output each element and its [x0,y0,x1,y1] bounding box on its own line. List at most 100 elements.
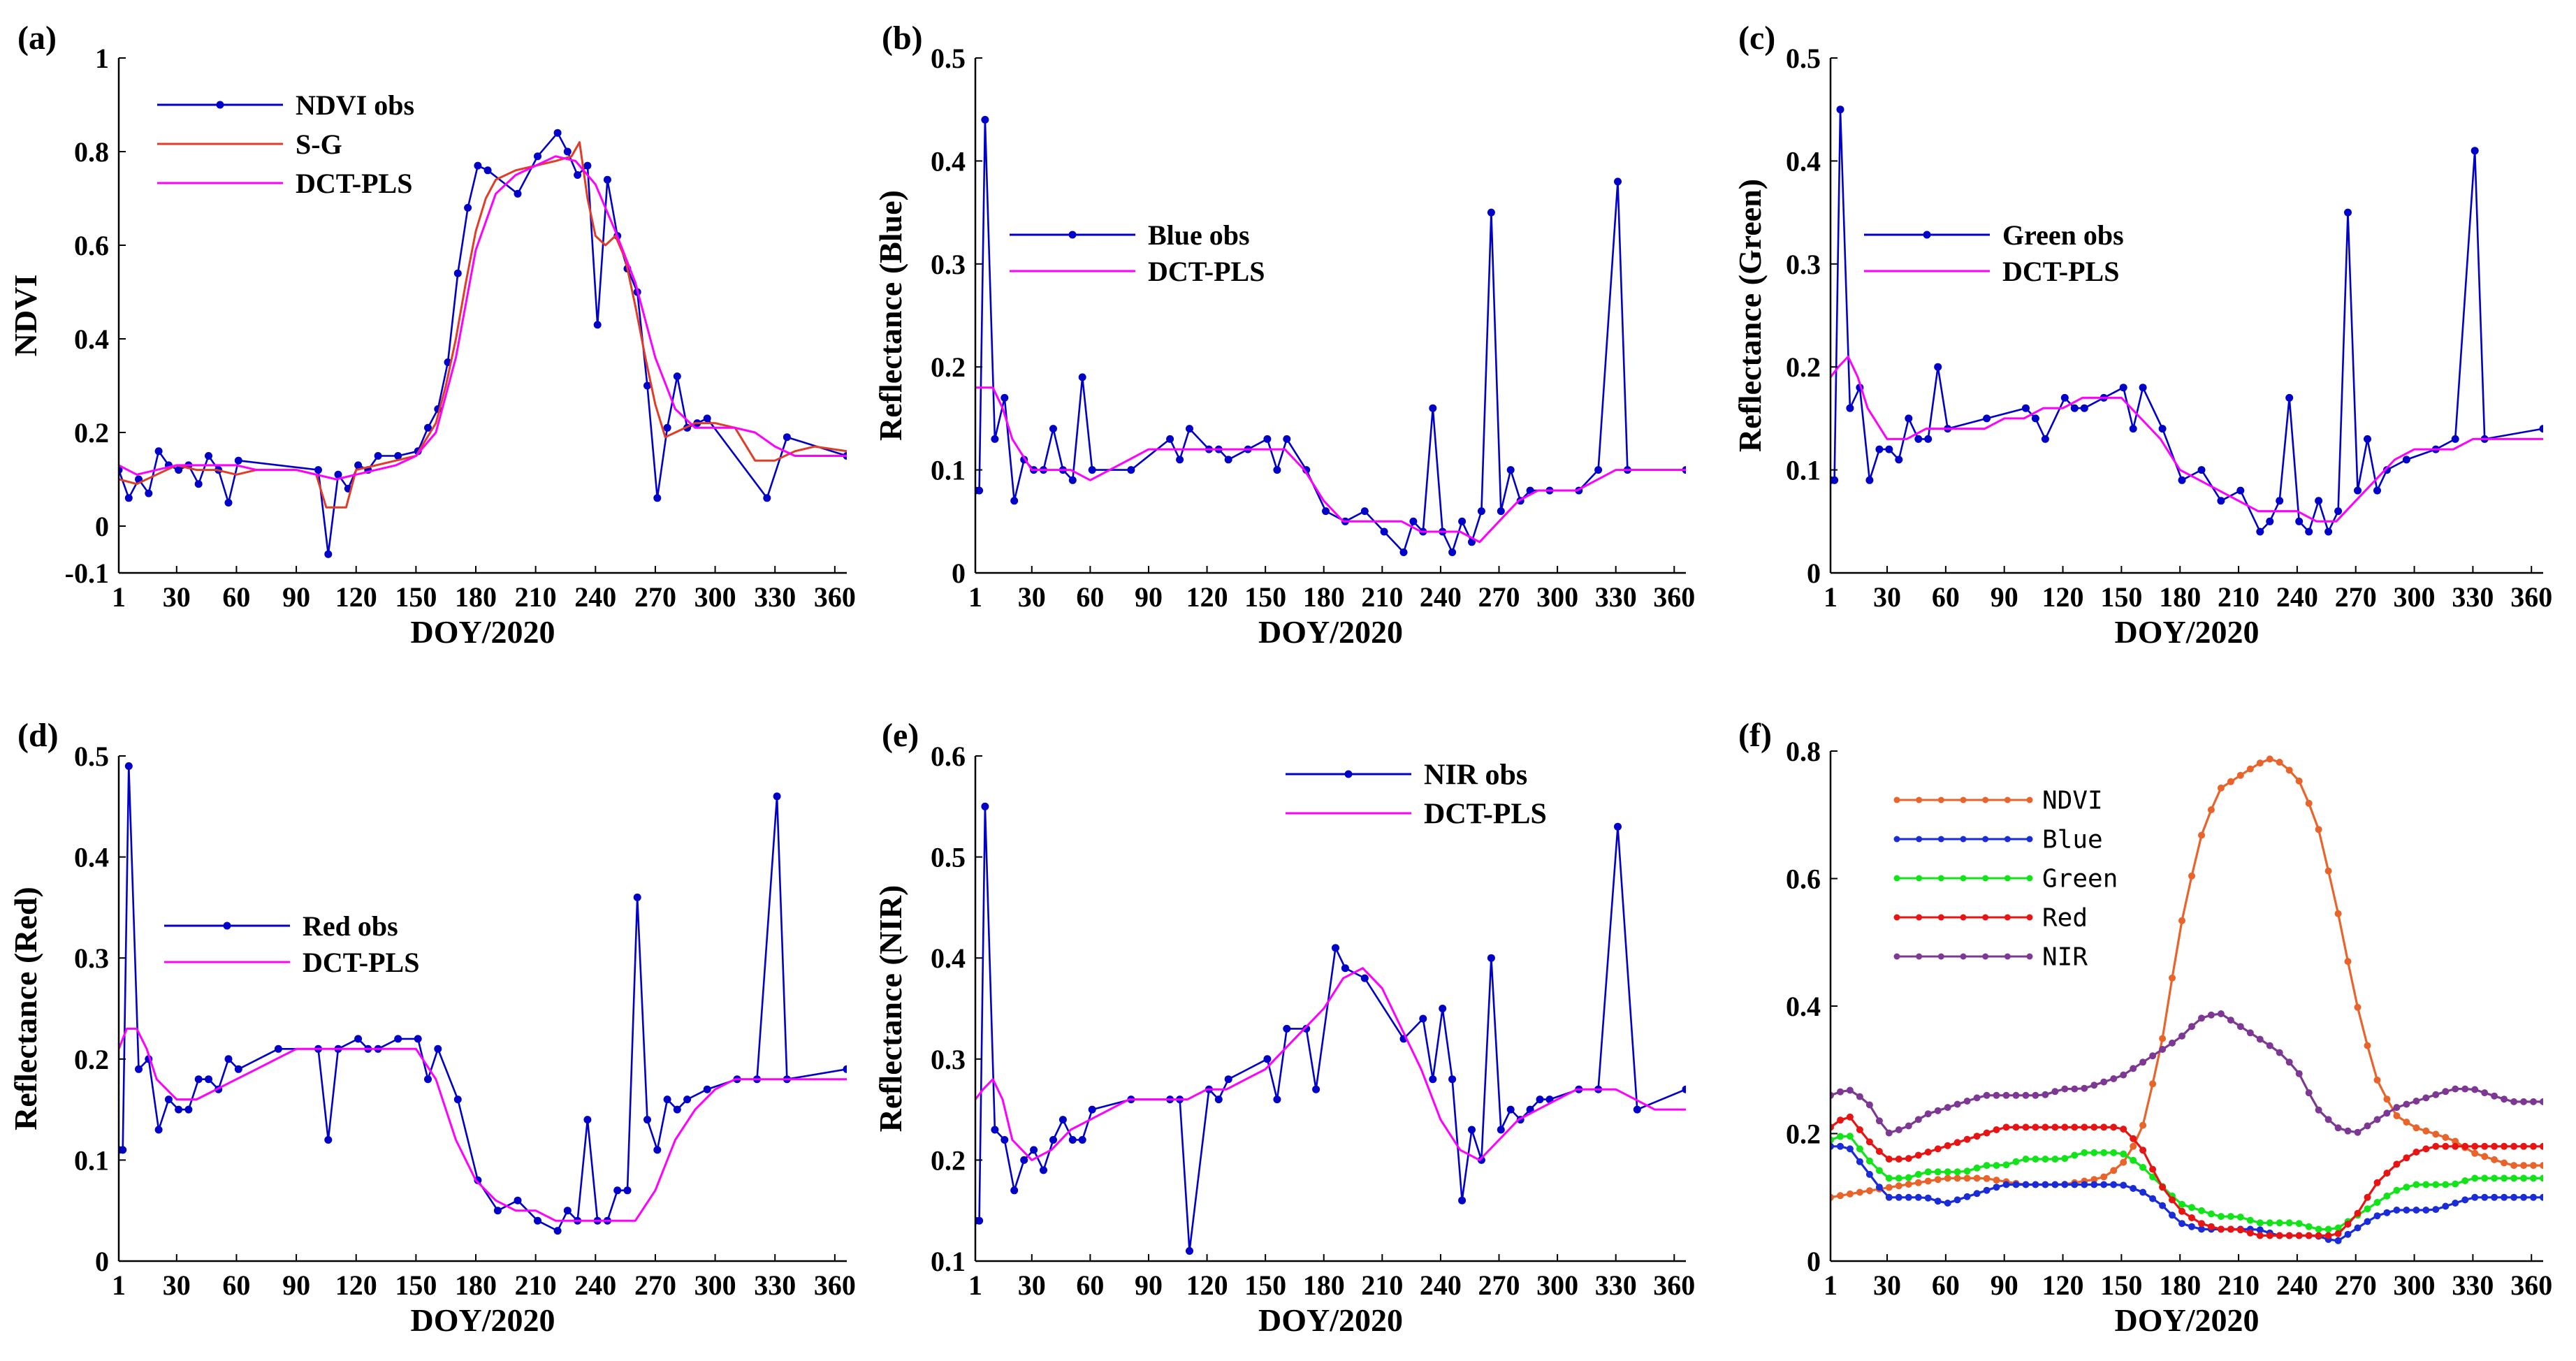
axes: 1 30 60 90 120 150 180 210 240 270 300 330 360 0 0.2 0.… [1786,736,2552,1301]
data-point-ndvi [1944,1174,1951,1182]
data-point-nir [1837,1088,1844,1096]
data-point-red-obs [124,762,133,770]
data-point-red-obs [274,1045,282,1053]
series-line-green-obs [1831,108,2543,533]
data-point-blue-obs [1186,425,1193,433]
data-point-ndvi [2256,759,2264,767]
data-point-blue [2354,1224,2362,1232]
data-point-green-obs [1885,445,1893,453]
data-point-ndvi [2198,831,2205,839]
data-point-red [2510,1142,2518,1150]
x-tick-label: 1 [1824,1269,1838,1301]
legend-swatch-marker [2004,875,2011,882]
legend-swatch-marker [1893,836,1900,843]
data-point-nir-obs [1506,1105,1515,1114]
data-point-ndvi [2403,1119,2410,1126]
data-point-nir [2540,1098,2543,1105]
data-point-blue [2452,1200,2459,1207]
legend-label: NIR [2042,943,2088,972]
x-tick-label: 240 [2276,581,2318,613]
data-point-blue [2042,1181,2049,1188]
data-point-ndvi-obs [583,161,592,170]
data-point-green [2022,1156,2030,1163]
data-point-blue [2061,1181,2069,1188]
series-line-dct-pls [119,155,847,481]
data-point-ndvi-obs [194,480,203,488]
data-point-green-obs [2217,497,2225,505]
axes: 1 30 60 90 120 150 180 210 240 270 300 330 360 -0.1 0 0… [65,43,856,613]
legend-swatch-marker [2026,914,2033,921]
x-tick-label: 120 [335,581,377,613]
x-axis-label: DOY/2020 [2115,614,2260,650]
x-tick-label: 270 [634,1269,676,1301]
legend-label: Red [2042,904,2088,933]
data-point-ndvi [2393,1112,2401,1119]
data-point-nir-obs [1186,1247,1193,1255]
data-point-red [2540,1142,2543,1150]
data-point-blue-obs [1127,466,1135,474]
data-point-red [1895,1156,1902,1163]
legend-item-ndvi-obs: NDVI obs [157,89,414,121]
data-point-blue-obs [1497,507,1505,516]
data-point-red [2071,1123,2079,1131]
data-point-red [2217,1225,2225,1233]
data-point-green-obs [2382,466,2391,474]
data-point-red [1963,1135,1971,1143]
y-tick-label: 0.1 [1786,455,1821,486]
data-point-blue [1865,1170,1873,1178]
x-tick-label: 240 [574,1269,616,1301]
x-tick-label: 60 [222,1269,250,1301]
data-point-ndvi [1846,1190,1854,1198]
data-point-ndvi [1963,1174,1971,1182]
x-tick-label: 270 [2335,1269,2377,1301]
data-point-red [1924,1149,1932,1156]
data-point-green [1983,1162,1991,1170]
x-tick-label: 30 [1873,581,1901,613]
data-point-red [1973,1133,1981,1140]
legend-item-blue-obs: Blue obs [1010,219,1250,251]
panel-f: (f) 1 30 60 90 120 150 180 210 240 270 300 330 360 0 0.… [1738,717,2552,1338]
data-point-nir [1885,1129,1893,1137]
data-point-blue-obs [1468,538,1476,546]
x-tick-label: 210 [1361,1269,1403,1301]
data-point-green [2090,1149,2098,1156]
data-point-ndvi [2520,1162,2528,1170]
y-tick-label: 0.4 [1786,145,1821,177]
x-tick-label: 180 [455,1269,497,1301]
panel-label: (f) [1738,717,1772,754]
data-point-red [1846,1113,1854,1121]
data-point-blue [2188,1223,2195,1230]
data-point-red-obs [424,1075,432,1084]
x-tick-label: 330 [2452,1269,2494,1301]
data-point-green [2393,1186,2401,1194]
data-point-blue [2178,1220,2185,1228]
data-point-red-obs [703,1085,711,1093]
data-point-green [2198,1207,2205,1214]
data-point-nir-obs [1058,1116,1067,1124]
data-point-nir [2324,1116,2332,1123]
data-point-nir [2403,1100,2410,1108]
data-point-nir [2149,1052,2157,1060]
data-point-nir-obs [1030,1146,1038,1154]
data-point-red [2383,1170,2391,1177]
data-point-blue [2481,1193,2489,1201]
data-point-red [2207,1223,2215,1230]
data-point-blue [2491,1193,2498,1201]
data-point-red-obs [623,1186,632,1195]
y-tick-label: 0.2 [931,351,966,383]
data-point-red [2139,1147,2147,1154]
data-point-blue-obs [1176,456,1184,464]
data-point-ndvi-obs [154,447,163,456]
legend-swatch-marker [1893,875,1900,882]
data-point-blue [2051,1181,2059,1188]
data-point-green-obs [2266,517,2274,525]
data-point-ndvi-obs [593,321,602,329]
data-point-nir [2207,1011,2215,1019]
data-point-nir [2364,1122,2371,1130]
legend-label: Green obs [2002,219,2124,251]
data-point-blue [2432,1206,2440,1214]
data-point-ndvi [2530,1162,2537,1170]
legend-swatch-marker [1916,914,1923,921]
data-point-nir [2334,1124,2342,1132]
x-tick-label: 330 [754,1269,796,1301]
